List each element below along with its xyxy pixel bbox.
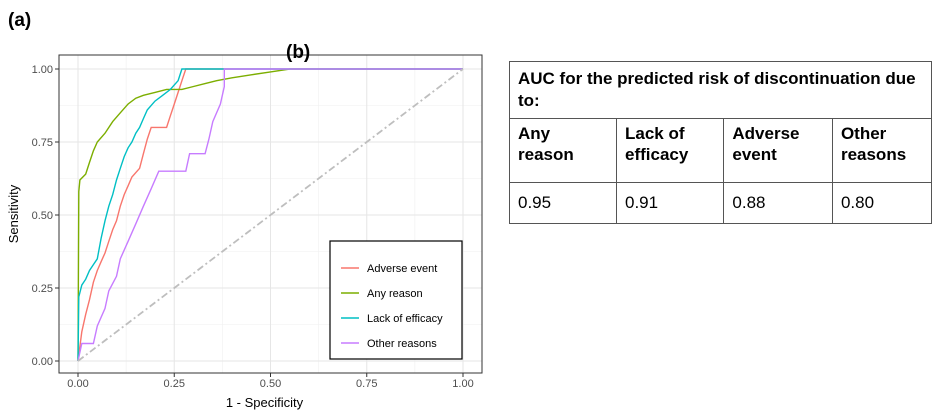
x-axis-title: 1 - Specificity: [226, 395, 304, 410]
panel-a-label: (a): [8, 10, 32, 31]
x-tick-label: 0.50: [260, 378, 281, 390]
auc-table: AUC for the predicted risk of discontinu…: [509, 61, 932, 224]
y-tick-label: 0.00: [32, 356, 53, 368]
auc-value-adverse-event: 0.88: [723, 182, 833, 224]
series-line-other-reasons: [77, 68, 463, 362]
roc-chart: 0.00 0.25 0.50 0.75 1.00 0.00 0.25 0.50 0.75 1.00…: [6, 54, 483, 410]
legend-label: Other reasons: [367, 338, 437, 350]
auc-value-lack-of-efficacy: 0.91: [615, 182, 725, 224]
auc-table-title: AUC for the predicted risk of discontinu…: [509, 61, 932, 119]
y-tick-label: 0.50: [32, 210, 53, 222]
auc-header-other-reasons: Other reasons: [831, 118, 932, 183]
legend-label: Any reason: [367, 288, 423, 300]
legend-box: [329, 240, 463, 360]
reference-diagonal-line: [77, 68, 464, 362]
series-line-adverse-event: [77, 68, 463, 362]
auc-header-lack-of-efficacy: Lack of efficacy: [615, 118, 725, 183]
y-tick-label: 1.00: [32, 64, 53, 76]
y-tick-label: 0.75: [32, 137, 53, 149]
y-axis-title: Sensitivity: [6, 184, 21, 243]
series-line-any-reason: [77, 68, 463, 362]
legend-label: Lack of efficacy: [367, 313, 443, 325]
x-tick-label: 0.75: [356, 378, 377, 390]
y-tick-label: 0.25: [32, 283, 53, 295]
legend-label: Adverse event: [367, 263, 437, 275]
auc-header-adverse-event: Adverse event: [723, 118, 833, 183]
x-tick-label: 0.00: [67, 378, 88, 390]
series-line-lack-of-efficacy: [77, 68, 463, 362]
x-tick-label: 1.00: [452, 378, 473, 390]
auc-value-any-reason: 0.95: [509, 182, 617, 224]
panel-b-label: (b): [286, 42, 311, 63]
auc-value-other-reasons: 0.80: [831, 182, 932, 224]
plot-border: [58, 54, 483, 374]
x-tick-label: 0.25: [164, 378, 185, 390]
auc-header-any-reason: Any reason: [509, 118, 617, 183]
